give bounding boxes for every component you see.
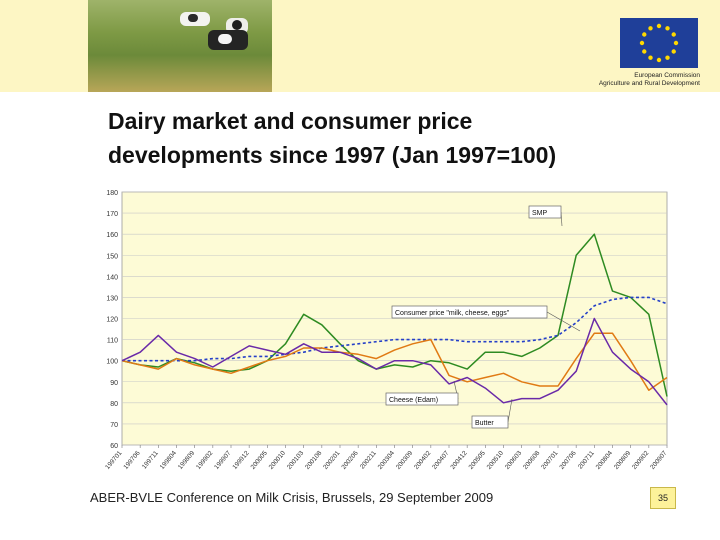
eu-star [648,26,653,31]
x-tick-label: 200706 [558,450,578,471]
x-tick-label: 200103 [286,450,306,471]
series-line [121,317,668,406]
x-tick-label: 199804 [159,450,179,471]
x-tick-label: 200809 [613,450,633,471]
cow-patch [218,34,232,44]
eu-stars-icon [639,23,679,63]
eu-star [642,32,647,37]
y-tick-label: 60 [110,443,118,450]
x-tick-label: 200711 [577,449,596,470]
series-annotation: SMP [532,210,548,217]
x-tick-label: 200108 [304,450,324,471]
callout-box [471,415,509,429]
series-annotation: Consumer price "milk, cheese, eggs" [395,310,510,317]
cows-photo [88,0,272,92]
eu-star [639,40,645,46]
eu-star [665,55,670,60]
series-annotation: Cheese (Edam) [389,397,438,404]
x-tick-label: 200907 [649,450,669,471]
eu-star [671,32,676,37]
eu-caption-line1: European Commission [634,72,700,79]
y-tick-label: 90 [110,380,118,387]
x-tick-label: 200211 [359,449,378,470]
x-tick-label: 199809 [177,450,197,471]
eu-star [656,57,662,63]
x-tick-label: 200304 [377,450,397,471]
x-tick-label: 200701 [540,450,560,471]
x-tick-label: 199902 [195,450,215,471]
x-tick-label: 199711 [141,449,160,470]
x-tick-label: 199907 [213,450,233,471]
x-tick-label: 200510 [486,450,506,471]
footer-text: ABER-BVLE Conference on Milk Crisis, Bru… [90,490,494,505]
y-tick-label: 70 [110,422,118,429]
y-tick-label: 100 [106,359,118,366]
eu-flag [620,18,698,68]
callout-box [528,205,562,219]
y-tick-label: 150 [106,253,118,260]
x-tick-label: 200402 [413,450,433,471]
y-tick-label: 170 [106,211,118,218]
slide-title-line1: Dairy market and consumer price [108,108,473,134]
x-tick-label: 199706 [122,450,142,471]
y-tick-label: 80 [110,401,118,408]
eu-star [665,26,670,31]
series-annotation: Butter [475,420,494,427]
x-tick-label: 200603 [504,450,524,471]
eu-logo: European Commission Agriculture and Rura… [580,8,700,88]
slide-title-line2: developments since 1997 (Jan 1997=100) [108,142,557,168]
cow-patch [188,14,198,22]
line-chart: 60 70 80 90 100 110 120 130 140 150 160 170 180 19970… [104,190,669,471]
callout-pointer [546,311,581,332]
eu-star [642,49,647,54]
y-tick-label: 120 [106,317,118,324]
eu-star [673,40,679,46]
cow-patch [232,20,242,30]
x-tick-label: 200005 [250,450,270,471]
series-line [122,296,668,362]
x-tick-label: 200804 [595,450,615,471]
y-tick-label: 130 [106,295,118,302]
x-tick-label: 200201 [322,450,342,471]
y-tick-label: 160 [106,232,118,239]
x-tick-label: 200309 [395,450,415,471]
eu-star [656,23,662,29]
eu-star [648,55,653,60]
x-tick-label: 200206 [340,450,360,471]
callout-pointer [507,398,513,423]
eu-star [671,49,676,54]
x-tick-label: 200407 [431,450,451,471]
callout-box [385,392,459,406]
x-tick-label: 200608 [522,450,542,471]
page-number: 35 [650,487,676,509]
x-tick-label: 200010 [268,450,288,471]
y-tick-label: 110 [107,338,118,345]
eu-caption-line2: Agriculture and Rural Development [598,80,700,87]
x-tick-label: 200902 [631,450,651,471]
y-tick-label: 140 [106,274,118,281]
series-line [121,332,668,391]
eu-caption: European Commission Agriculture and Rura… [580,72,700,88]
x-tick-label: 200412 [449,450,469,471]
x-tick-label: 200505 [468,450,488,471]
callout-box [391,305,548,319]
y-tick-label: 180 [106,190,118,197]
x-tick-label: 199912 [231,450,251,471]
x-tick-label: 199701 [104,450,124,471]
slide-title: Dairy market and consumer price developm… [108,104,688,172]
